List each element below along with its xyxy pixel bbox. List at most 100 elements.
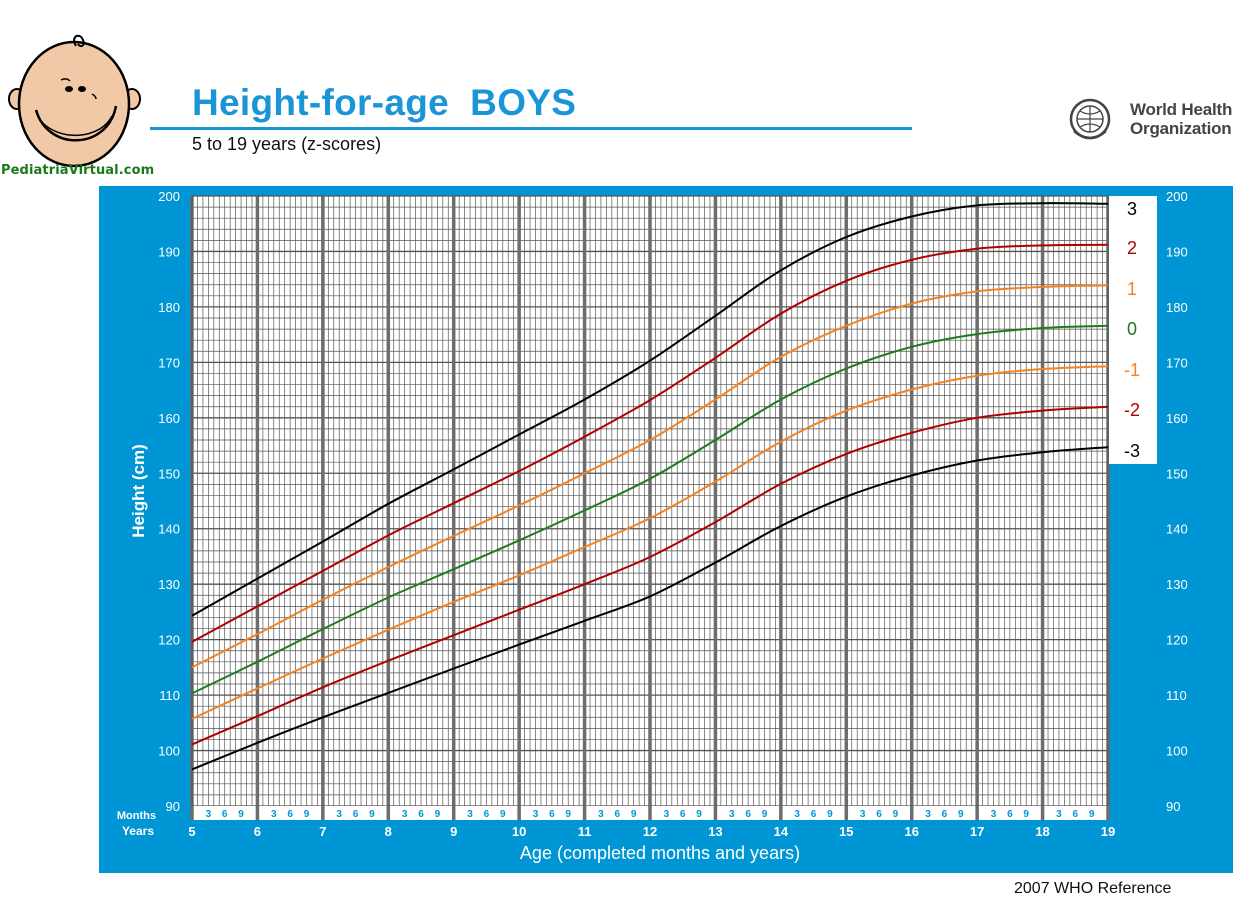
month-tick-label: 6 (484, 809, 490, 820)
who-emblem-icon (1069, 98, 1111, 140)
month-tick-label: 6 (942, 809, 948, 820)
y-tick-label-right: 190 (1166, 244, 1188, 259)
y-tick-label-left: 140 (158, 522, 180, 537)
y-tick-label-left: 180 (158, 300, 180, 315)
month-tick-label: 6 (811, 809, 817, 820)
month-tick-label: 6 (353, 809, 359, 820)
y-tick-label-right: 140 (1166, 522, 1188, 537)
month-tick-label: 9 (958, 809, 964, 820)
who-name: World Health Organization (1130, 100, 1232, 138)
year-tick-label: 19 (1101, 824, 1115, 839)
site-label[interactable]: PediatriaVirtual.com (1, 163, 155, 178)
y-tick-label-right: 90 (1166, 799, 1180, 814)
month-tick-label: 3 (1056, 809, 1062, 820)
series-line-z1 (191, 284, 1109, 669)
month-tick-label: 3 (533, 809, 539, 820)
month-tick-label: 9 (696, 809, 702, 820)
y-tick-label-right: 180 (1166, 300, 1188, 315)
month-tick-label: 9 (238, 809, 244, 820)
y-tick-label-left: 200 (158, 189, 180, 204)
y-tick-label-left: 150 (158, 466, 180, 481)
z-score-label: 1 (1127, 279, 1137, 299)
footer-reference: 2007 WHO Reference (1014, 880, 1172, 897)
z-score-label: 2 (1127, 238, 1137, 258)
years-label: Years (122, 824, 154, 838)
year-tick-label: 6 (254, 824, 261, 839)
month-tick-label: 9 (631, 809, 637, 820)
series-lines (191, 202, 1109, 771)
month-tick-label: 9 (1089, 809, 1095, 820)
month-tick-label: 9 (893, 809, 899, 820)
month-tick-label: 3 (925, 809, 931, 820)
month-tick-label: 6 (876, 809, 882, 820)
month-tick-label: 3 (991, 809, 997, 820)
month-tick-label: 3 (271, 809, 277, 820)
months-label: Months (117, 810, 156, 822)
year-tick-label: 10 (512, 824, 526, 839)
year-tick-label: 14 (774, 824, 789, 839)
z-score-label: 0 (1127, 319, 1137, 339)
year-tick-label: 18 (1035, 824, 1049, 839)
year-tick-label: 17 (970, 824, 984, 839)
year-tick-label: 5 (188, 824, 195, 839)
month-tick-label: 6 (1073, 809, 1079, 820)
y-axis-title: Height (cm) (129, 444, 148, 538)
y-tick-label-right: 120 (1166, 633, 1188, 648)
who-line-1: World Health (1130, 100, 1233, 119)
month-tick-label: 3 (794, 809, 800, 820)
y-tick-label-left: 190 (158, 244, 180, 259)
chart-subtitle: 5 to 19 years (z-scores) (192, 134, 382, 154)
month-tick-label: 3 (860, 809, 866, 820)
y-tick-label-right: 170 (1166, 355, 1188, 370)
y-tick-label-left: 170 (158, 355, 180, 370)
month-tick-label: 9 (435, 809, 441, 820)
series-line-z2 (191, 243, 1109, 643)
year-tick-label: 11 (578, 824, 592, 839)
month-tick-label: 6 (287, 809, 293, 820)
series-line-z0 (191, 324, 1109, 695)
z-score-label: -2 (1124, 400, 1140, 420)
y-tick-label-right: 160 (1166, 411, 1188, 426)
y-tick-label-left: 160 (158, 411, 180, 426)
series-line-z-3 (191, 446, 1109, 771)
series-line-z3 (191, 202, 1109, 617)
month-tick-label: 6 (680, 809, 686, 820)
month-tick-label: 3 (206, 809, 212, 820)
month-tick-label: 6 (549, 809, 555, 820)
month-tick-label: 3 (664, 809, 670, 820)
who-line-2: Organization (1130, 119, 1232, 138)
month-tick-label: 9 (565, 809, 571, 820)
month-tick-label: 3 (402, 809, 408, 820)
month-tick-label: 9 (500, 809, 506, 820)
baby-face-icon (8, 34, 141, 168)
z-score-label: 3 (1127, 199, 1137, 219)
month-tick-label: 6 (1007, 809, 1013, 820)
year-tick-label: 15 (839, 824, 853, 839)
year-tick-label: 12 (643, 824, 657, 839)
month-tick-label: 9 (304, 809, 310, 820)
month-tick-label: 6 (615, 809, 621, 820)
z-score-label: -1 (1124, 360, 1140, 380)
y-tick-label-right: 110 (1166, 688, 1187, 703)
month-tick-label: 6 (745, 809, 751, 820)
month-tick-label: 9 (762, 809, 768, 820)
series-line-z-1 (191, 365, 1109, 720)
month-tick-label: 9 (1023, 809, 1029, 820)
year-tick-label: 9 (450, 824, 457, 839)
y-tick-label-left: 130 (158, 577, 180, 592)
month-tick-label: 3 (467, 809, 473, 820)
y-tick-label-left: 120 (158, 633, 180, 648)
y-tick-label-right: 130 (1166, 577, 1188, 592)
month-tick-label: 3 (729, 809, 735, 820)
grid (190, 195, 1157, 820)
year-tick-label: 13 (708, 824, 722, 839)
month-tick-label: 3 (598, 809, 604, 820)
chart-title: Height-for-age BOYS (192, 82, 577, 123)
series-line-z-2 (191, 405, 1109, 746)
y-tick-label-right: 150 (1166, 466, 1188, 481)
x-axis-title: Age (completed months and years) (520, 843, 800, 863)
y-tick-label-right: 200 (1166, 189, 1188, 204)
z-score-label: -3 (1124, 441, 1140, 461)
